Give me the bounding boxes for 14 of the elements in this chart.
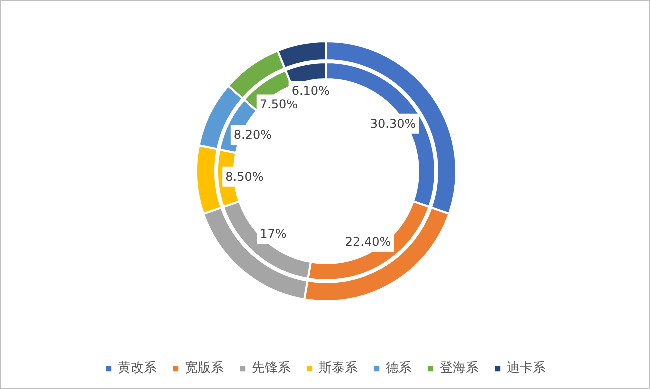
legend-label: 宽版系 <box>185 360 224 377</box>
data-label: 8.20% <box>234 128 272 142</box>
data-label: 22.40% <box>345 235 392 250</box>
data-label: 30.30% <box>370 116 416 131</box>
data-label: 6.10% <box>292 84 330 98</box>
legend-label: 先锋系 <box>252 360 291 377</box>
legend-label: 迪卡系 <box>507 360 546 377</box>
legend-label: 登海系 <box>440 360 479 377</box>
legend-label: 黄改系 <box>118 360 157 377</box>
legend-label: 德系 <box>386 360 412 377</box>
legend-label: 斯泰系 <box>319 360 358 377</box>
data-label: 17% <box>260 227 287 242</box>
data-label: 7.50% <box>260 98 298 112</box>
data-label: 8.50% <box>226 170 264 184</box>
